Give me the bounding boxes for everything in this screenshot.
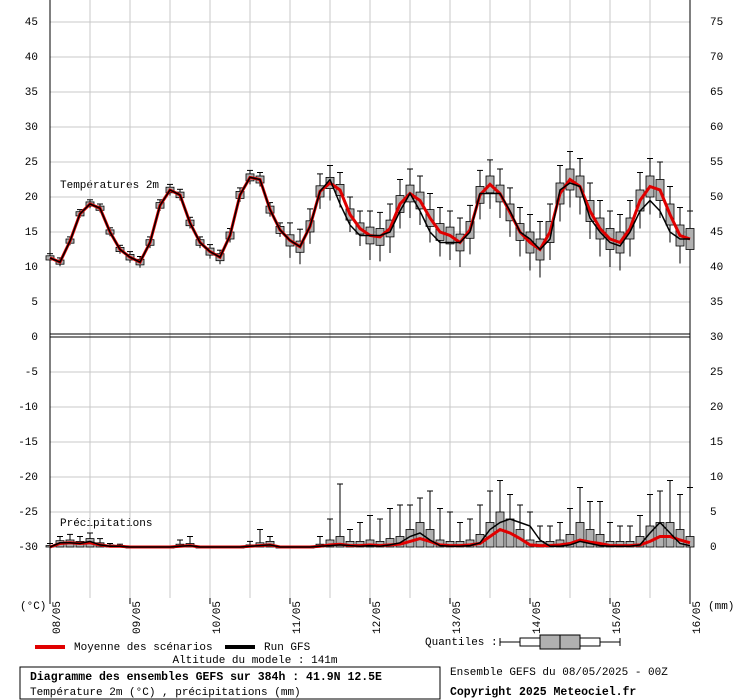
gfs-line [49, 176, 690, 264]
precipitation-label: Précipitations [60, 518, 152, 530]
altitude: Altitude du modele : 141m [172, 655, 337, 667]
y-tick-label: -25 [18, 507, 38, 519]
y-tick-label: 15 [25, 227, 38, 239]
y-tick-label: -10 [18, 402, 38, 414]
y-tick-label: 30 [25, 122, 38, 134]
y2-tick-label: 40 [710, 262, 723, 274]
x-tick-label: 14/05 [532, 601, 544, 634]
y-axis-unit: (°C) [20, 601, 46, 613]
x-tick-label: 16/05 [692, 601, 704, 634]
box [425, 529, 435, 548]
y2-tick-label: 10 [710, 472, 723, 484]
x-tick-label: 10/05 [212, 601, 224, 634]
y2-tick-label: 55 [710, 157, 723, 169]
y2-tick-label: 60 [710, 122, 723, 134]
y-tick-label: 40 [25, 52, 38, 64]
subtitle: Température 2m (°C) , précipitations (mm… [30, 687, 301, 699]
title: Diagramme des ensembles GEFS sur 384h : … [30, 671, 382, 684]
legend-gfs: Run GFS [264, 642, 311, 654]
title-box [19, 666, 441, 700]
box [665, 522, 675, 548]
y-tick-label: 45 [25, 17, 38, 29]
x-tick-label: 13/05 [452, 601, 464, 634]
box [635, 536, 645, 548]
y-tick-label: 25 [25, 157, 38, 169]
y-tick-label: -15 [18, 437, 38, 449]
box [595, 534, 605, 548]
gfs-line [49, 518, 691, 548]
y2-tick-label: 30 [710, 332, 723, 344]
x-tick-label: 15/05 [612, 601, 624, 634]
y-tick-label: -30 [18, 542, 38, 554]
y2-tick-label: 65 [710, 87, 723, 99]
y2-tick-label: 50 [710, 192, 723, 204]
x-tick-label: 12/05 [372, 601, 384, 634]
quantile-key [499, 634, 621, 650]
y-tick-label: 10 [25, 262, 38, 274]
y2-tick-label: 45 [710, 227, 723, 239]
y2-tick-label: 70 [710, 52, 723, 64]
y2-tick-label: 35 [710, 297, 723, 309]
x-tick-label: 11/05 [292, 601, 304, 634]
copyright: Copyright 2025 Meteociel.fr [450, 686, 636, 699]
temperature-label: Températures 2m [60, 180, 159, 192]
box [575, 522, 585, 548]
x-tick-label: 09/05 [132, 601, 144, 634]
y-tick-label: 20 [25, 192, 38, 204]
y2-axis-unit: (mm) [708, 601, 734, 613]
y2-tick-label: 20 [710, 402, 723, 414]
run-info: Ensemble GEFS du 08/05/2025 - 00Z [450, 667, 668, 679]
y-tick-label: -20 [18, 472, 38, 484]
y2-tick-label: 0 [710, 542, 717, 554]
x-tick-label: 08/05 [52, 601, 64, 634]
box [585, 529, 595, 548]
y2-tick-label: 5 [710, 507, 717, 519]
y2-tick-label: 25 [710, 367, 723, 379]
y-tick-label: 5 [31, 297, 38, 309]
y-tick-label: 35 [25, 87, 38, 99]
y2-tick-label: 75 [710, 17, 723, 29]
quantiles-label: Quantiles : [425, 637, 498, 649]
y2-tick-label: 15 [710, 437, 723, 449]
y-tick-label: 0 [31, 332, 38, 344]
y-tick-label: -5 [25, 367, 38, 379]
legend-mean: Moyenne des scénarios [74, 642, 213, 654]
box [385, 538, 395, 548]
box [645, 525, 655, 548]
box [335, 536, 345, 548]
